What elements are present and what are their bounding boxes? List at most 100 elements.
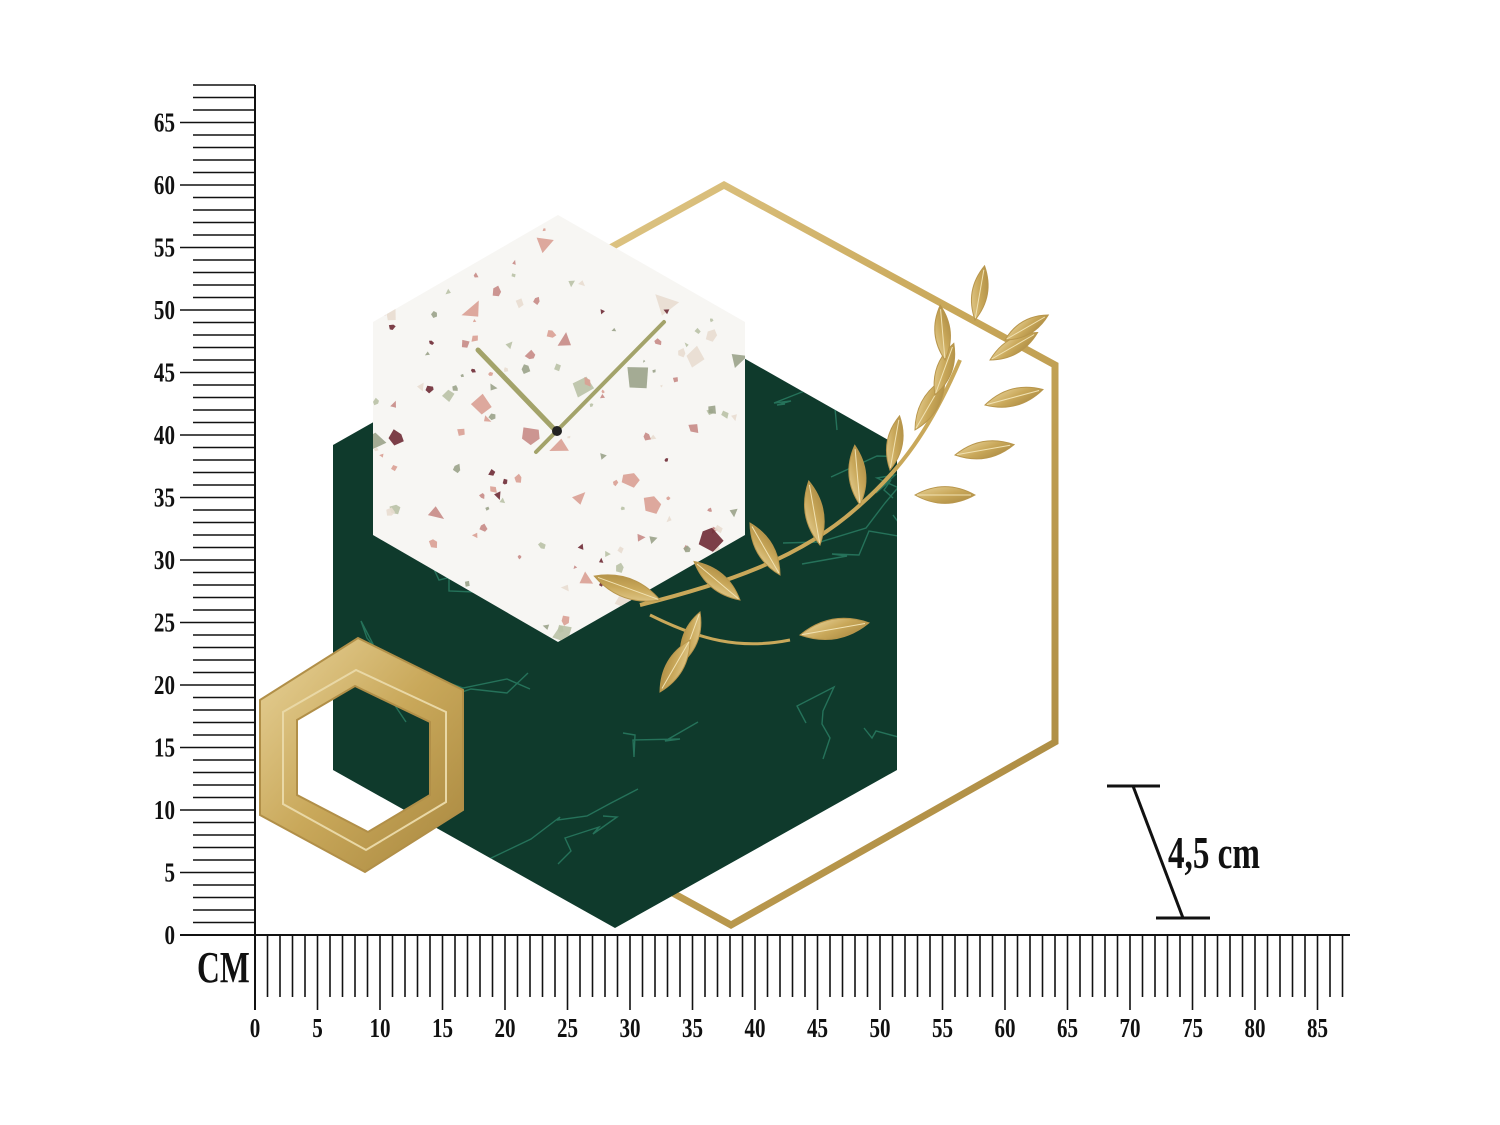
terrazzo-chip [584, 377, 591, 387]
terrazzo-chip [389, 270, 399, 280]
terrazzo-chip [459, 265, 465, 270]
vertical-tick-label: 50 [154, 296, 175, 326]
horizontal-tick-label: 15 [432, 1014, 453, 1044]
terrazzo-chip [708, 405, 716, 414]
vertical-tick-label: 30 [154, 546, 175, 576]
terrazzo-chip [666, 496, 671, 501]
terrazzo-chip [560, 584, 569, 592]
vertical-tick-label: 25 [154, 608, 175, 638]
terrazzo-chip [461, 339, 470, 348]
terrazzo-chip [617, 546, 624, 554]
marble-vein [830, 432, 897, 481]
terrazzo-chip [512, 259, 516, 265]
vertical-tick-label: 35 [154, 483, 175, 513]
terrazzo-chip [490, 486, 497, 493]
terrazzo-chip [600, 309, 605, 315]
horizontal-tick-label: 50 [869, 1014, 890, 1044]
horizontal-tick-label: 20 [494, 1014, 515, 1044]
horizontal-tick-label: 5 [312, 1014, 323, 1044]
terrazzo-chip [579, 571, 594, 584]
terrazzo-chip [546, 330, 557, 338]
terrazzo-chip [390, 400, 396, 408]
hour-hand [475, 347, 559, 434]
terrazzo-chip [572, 219, 575, 224]
terrazzo-chip [416, 274, 428, 289]
terrazzo-chip [652, 369, 656, 373]
terrazzo-chip [659, 384, 663, 388]
terrazzo-chip [672, 377, 678, 383]
terrazzo-chip [521, 364, 531, 374]
terrazzo-chip [517, 554, 522, 560]
gold-leaf [984, 386, 1044, 408]
terrazzo-chip [425, 385, 434, 394]
terrazzo-chip [460, 373, 464, 378]
terrazzo-chip [386, 309, 396, 321]
vertical-tick-label: 55 [154, 233, 175, 263]
terrazzo-chip [490, 383, 498, 391]
terrazzo-chip [445, 288, 451, 295]
horizontal-tick-label: 80 [1244, 1014, 1265, 1044]
terrazzo-chip [561, 615, 570, 626]
terrazzo-chip [688, 424, 699, 433]
terrazzo-chip [664, 458, 669, 462]
terrazzo-chip [388, 324, 396, 330]
marble-vein [863, 727, 897, 752]
horizontal-tick-label: 25 [557, 1014, 578, 1044]
terrazzo-chip [707, 507, 712, 512]
terrazzo-chip [471, 335, 478, 342]
terrazzo-chip [533, 296, 540, 305]
vertical-tick-label: 45 [154, 358, 175, 388]
terrazzo-chip [473, 272, 479, 278]
terrazzo-chip [642, 359, 646, 363]
clock-center [552, 426, 562, 436]
terrazzo-chip [452, 463, 461, 474]
marble-vein [484, 788, 639, 862]
terrazzo-chip [731, 414, 737, 422]
marble-vein [557, 815, 620, 865]
terrazzo-chip [386, 507, 396, 516]
gold-leaf [749, 522, 781, 576]
terrazzo-chip [601, 389, 605, 394]
vertical-tick-label: 20 [154, 671, 175, 701]
terrazzo-chip [417, 382, 424, 392]
horizontal-tick-label: 85 [1307, 1014, 1328, 1044]
horizontal-tick-label: 45 [807, 1014, 828, 1044]
terrazzo-clock-face [373, 215, 745, 642]
terrazzo-chip [707, 215, 727, 227]
gold-leaf [693, 560, 741, 601]
terrazzo-chip [637, 533, 646, 542]
terrazzo-chip [621, 473, 640, 488]
gold-leaf [970, 264, 989, 322]
terrazzo-chip [470, 393, 492, 415]
terrazzo-chip [599, 581, 604, 587]
horizontal-tick-label: 40 [744, 1014, 765, 1044]
terrazzo-chip [603, 217, 610, 226]
terrazzo-chip [567, 435, 571, 439]
terrazzo-chip [479, 493, 485, 499]
terrazzo-chip [479, 523, 488, 532]
terrazzo-chip [442, 389, 455, 402]
vertical-tick-label: 5 [164, 858, 175, 888]
terrazzo-chip [398, 247, 403, 251]
terrazzo-chip [492, 285, 502, 297]
terrazzo-chip [684, 342, 689, 348]
gold-leaf [989, 331, 1039, 361]
terrazzo-chip [721, 410, 729, 419]
terrazzo-chip [714, 524, 723, 534]
terrazzo-chip [514, 473, 522, 483]
gold-leaf [913, 486, 977, 504]
terrazzo-chip [505, 341, 513, 350]
terrazzo-chip [731, 354, 745, 368]
terrazzo-chip [698, 527, 724, 552]
terrazzo-chip [373, 447, 379, 452]
marble-vein [622, 721, 699, 758]
terrazzo-chip [373, 397, 379, 406]
terrazzo-chip [478, 252, 484, 258]
terrazzo-chip [522, 427, 540, 446]
marble-vein [731, 305, 876, 341]
terrazzo-chip [655, 294, 680, 316]
terrazzo-chip [391, 465, 398, 472]
terrazzo-chip [457, 428, 465, 436]
terrazzo-chip [435, 245, 441, 252]
terrazzo-chip [511, 273, 516, 278]
